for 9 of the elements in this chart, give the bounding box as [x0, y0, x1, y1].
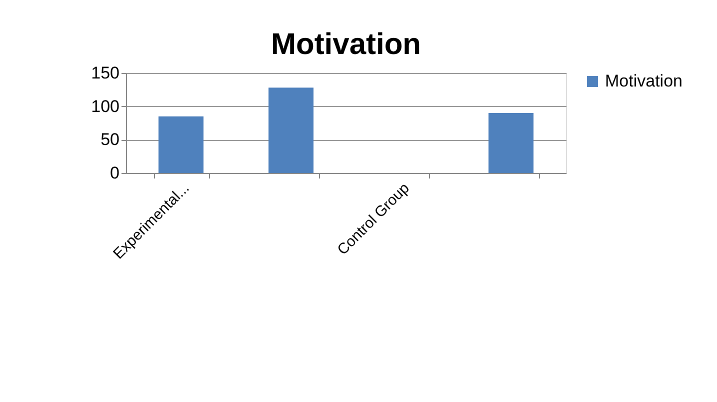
bar — [268, 88, 314, 173]
legend-label: Motivation — [605, 72, 682, 90]
bar — [488, 113, 534, 173]
y-tick-label: 50 — [100, 130, 120, 150]
y-tick-label: 150 — [91, 64, 120, 82]
y-tick-label: 0 — [110, 164, 120, 182]
y-tick-label: 100 — [91, 96, 120, 116]
chart-title: Motivation — [271, 28, 421, 61]
bar — [158, 116, 204, 173]
